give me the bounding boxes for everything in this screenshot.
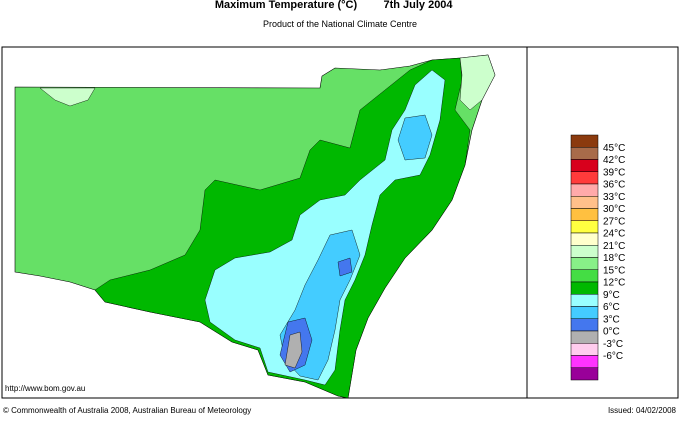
legend-swatch [570, 159, 599, 172]
issued: Issued: 04/02/2008 [608, 406, 677, 415]
north-east-pale [459, 54, 496, 111]
legend-label: 33°C [603, 192, 625, 203]
subtitle: Product of the National Climate Centre [263, 19, 417, 29]
source-url: http://www.bom.gov.au [5, 384, 85, 393]
legend-swatch [570, 294, 599, 307]
legend-label: 0°C [603, 327, 620, 338]
legend-swatch [570, 220, 599, 234]
legend-label: 9°C [603, 290, 620, 301]
map [14, 54, 496, 399]
east-dark-green [94, 57, 471, 399]
legend-label: 18°C [603, 253, 625, 264]
legend-label: -3°C [603, 339, 623, 350]
legend-swatch [570, 269, 599, 283]
legend-swatch [570, 355, 599, 368]
legend-swatch [570, 134, 599, 148]
cool-cyan [204, 69, 446, 386]
legend-swatch [570, 367, 599, 381]
legend-swatch [570, 147, 599, 160]
legend-swatch [570, 330, 599, 344]
legend-swatch [570, 281, 599, 295]
legend-label: 24°C [603, 229, 625, 240]
legend-label: 27°C [603, 216, 625, 227]
legend-label: 12°C [603, 278, 625, 289]
legend-label: 30°C [603, 204, 625, 215]
legend-swatch [570, 257, 599, 270]
legend: 45°C42°C39°C 36°C33°C30°C27°C 24°C21°C18°C… [570, 134, 625, 381]
legend-label: 15°C [603, 265, 625, 276]
legend-swatch [570, 171, 599, 185]
legend-swatch [570, 306, 599, 319]
date: 7th July 2004 [383, 0, 453, 11]
legend-label: 6°C [603, 302, 620, 313]
legend-label: 36°C [603, 180, 625, 191]
legend-label: 3°C [603, 314, 620, 325]
legend-swatch [570, 183, 599, 197]
legend-swatch [570, 208, 599, 221]
legend-swatch [570, 343, 599, 356]
legend-swatch [570, 196, 599, 209]
legend-label: 45°C [603, 143, 625, 154]
north-west-pale [39, 87, 96, 107]
legend-label: 39°C [603, 167, 625, 178]
legend-label: 21°C [603, 241, 625, 252]
legend-label: 42°C [603, 155, 625, 166]
legend-swatch [570, 232, 599, 246]
alpine-grey [284, 331, 303, 369]
legend-swatch [570, 245, 599, 258]
title: Maximum Temperature (°C) [215, 0, 358, 11]
legend-swatch [570, 318, 599, 332]
legend-label: -6°C [603, 351, 623, 362]
copyright: © Commonwealth of Australia 2008, Austra… [3, 406, 251, 415]
cold-blue [279, 114, 433, 381]
frame [1, 46, 679, 399]
